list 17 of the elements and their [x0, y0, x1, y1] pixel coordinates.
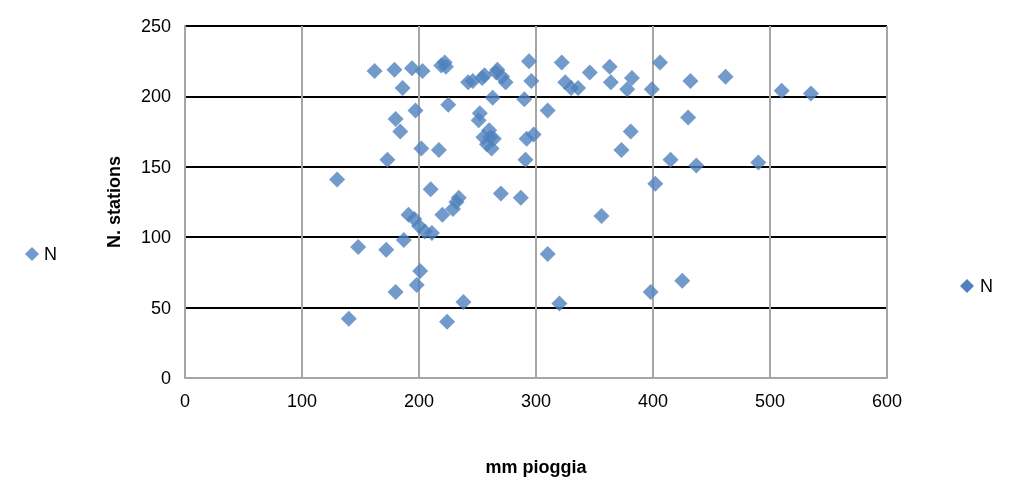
- x-tick-label: 300: [520, 391, 552, 411]
- legend-label: N: [44, 244, 57, 264]
- x-tick-label: 200: [403, 391, 435, 411]
- x-tick-label: 600: [871, 391, 903, 411]
- x-tick-label: 500: [754, 391, 786, 411]
- y-axis-title: N. stations: [104, 155, 124, 249]
- x-tick-label: 400: [637, 391, 669, 411]
- y-tick-label: 100: [140, 227, 171, 248]
- x-tick-label: 0: [179, 391, 191, 411]
- text: N: [980, 275, 993, 296]
- y-tick-label: 250: [140, 16, 171, 36]
- x-tick-label: 100: [286, 391, 318, 411]
- y-tick-label: 150: [140, 156, 171, 177]
- x-axis-title: mm pioggia: [485, 457, 588, 477]
- y-tick-label: 50: [150, 297, 171, 318]
- y-tick-label: 0: [160, 368, 171, 388]
- y-tick-label: 200: [140, 86, 171, 107]
